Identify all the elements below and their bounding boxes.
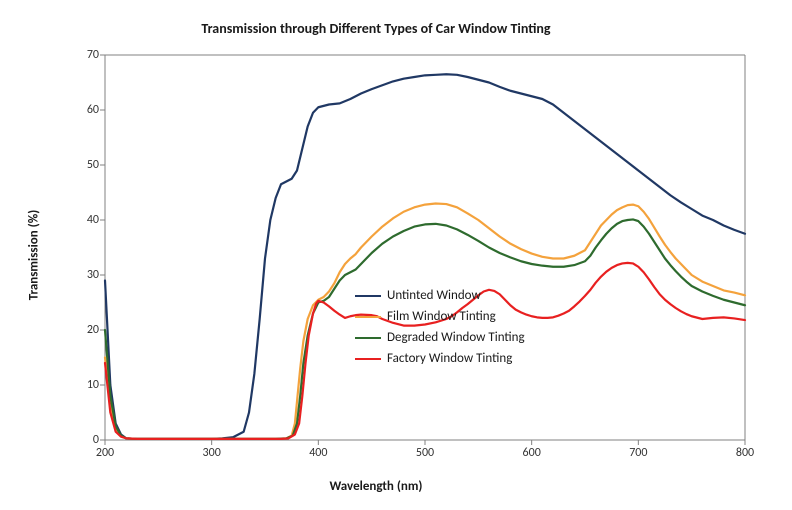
x-tick-label: 600	[523, 446, 541, 460]
chart-container: Transmission through Different Types of …	[0, 0, 792, 510]
y-tick-label: 10	[87, 378, 99, 392]
series-line	[105, 74, 745, 439]
y-axis-label: Transmission (%)	[27, 210, 42, 301]
legend-swatch	[355, 316, 381, 318]
x-tick-label: 300	[203, 446, 221, 460]
x-axis-label: Wavelength (nm)	[0, 479, 752, 494]
legend: Untinted Window Film Window Tinting Degrad…	[355, 288, 525, 372]
x-tick-label: 200	[96, 446, 114, 460]
x-tick-label: 800	[736, 446, 754, 460]
legend-swatch	[355, 358, 381, 360]
legend-swatch	[355, 295, 381, 297]
y-tick-label: 70	[87, 48, 99, 62]
legend-label: Degraded Window Tinting	[387, 330, 525, 345]
legend-label: Untinted Window	[387, 288, 481, 303]
y-tick-label: 50	[87, 158, 99, 172]
legend-label: Film Window Tinting	[387, 309, 496, 324]
x-tick-label: 400	[309, 446, 327, 460]
legend-swatch	[355, 337, 381, 339]
plot-area: 010203040506070200300400500600700800 Unt…	[105, 55, 745, 440]
x-tick-label: 700	[629, 446, 647, 460]
y-tick-label: 40	[87, 213, 99, 227]
y-tick-label: 0	[93, 433, 99, 447]
legend-item: Factory Window Tinting	[355, 351, 525, 366]
x-tick-label: 500	[416, 446, 434, 460]
chart-title: Transmission through Different Types of …	[0, 20, 752, 37]
y-tick-label: 20	[87, 323, 99, 337]
legend-item: Untinted Window	[355, 288, 525, 303]
legend-item: Film Window Tinting	[355, 309, 525, 324]
legend-item: Degraded Window Tinting	[355, 330, 525, 345]
y-tick-label: 30	[87, 268, 99, 282]
plot-svg	[105, 55, 745, 440]
y-tick-label: 60	[87, 103, 99, 117]
legend-label: Factory Window Tinting	[387, 351, 512, 366]
